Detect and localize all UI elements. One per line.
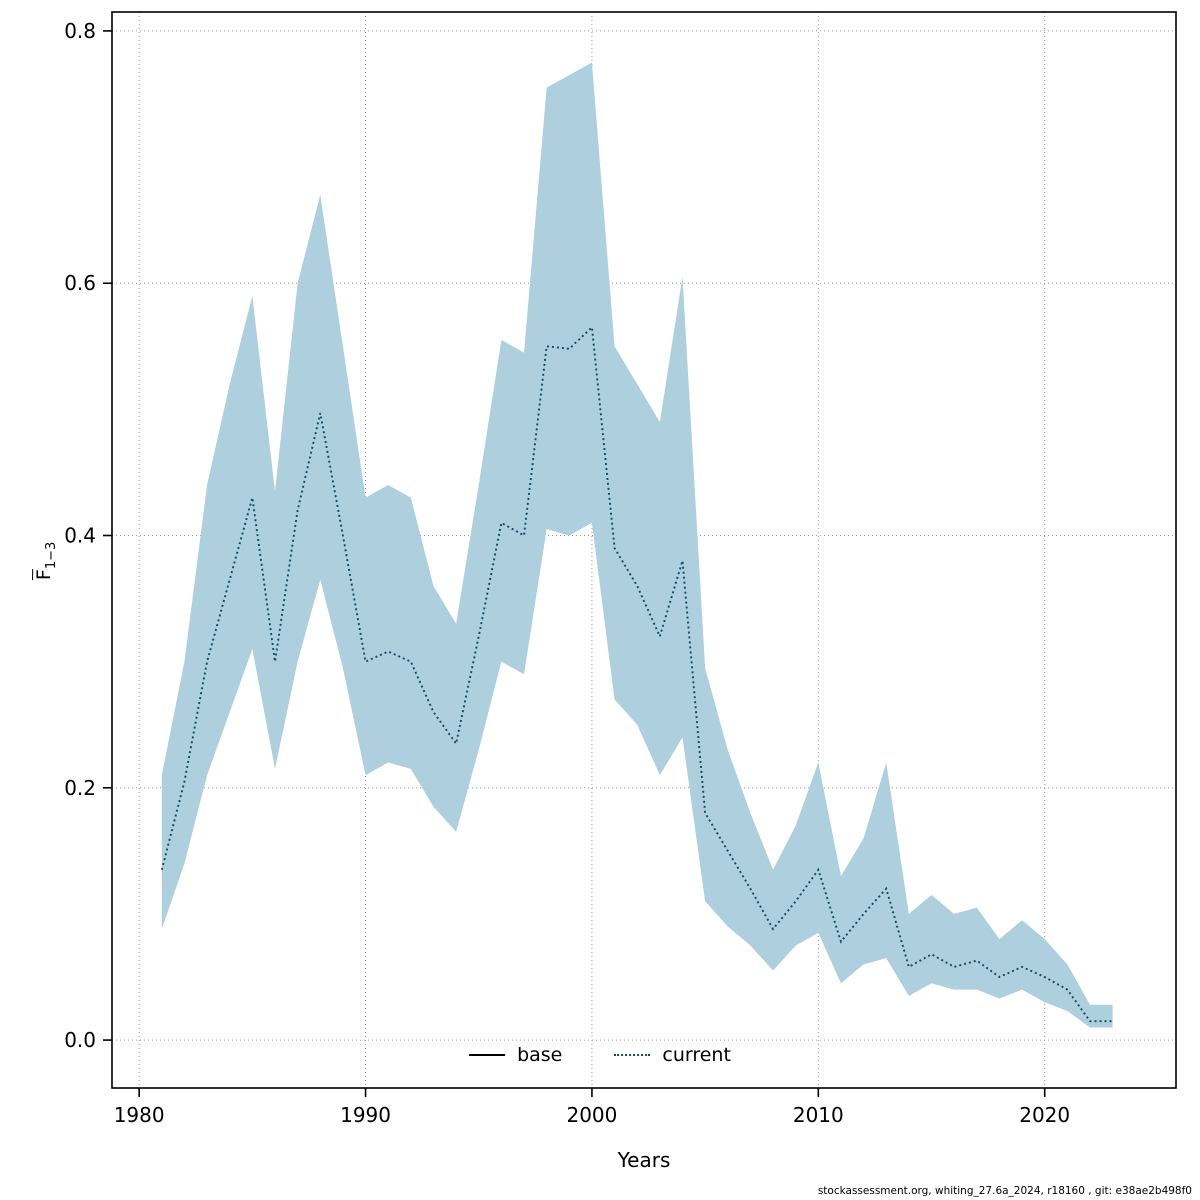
legend-label-current: current bbox=[662, 1044, 731, 1066]
svg-text:1990: 1990 bbox=[340, 1103, 391, 1127]
legend-label-base: base bbox=[517, 1044, 563, 1066]
svg-text:1980: 1980 bbox=[114, 1103, 165, 1127]
y-axis-label-main: F bbox=[33, 569, 56, 581]
svg-text:2010: 2010 bbox=[793, 1103, 844, 1127]
x-axis-label: Years bbox=[617, 1148, 671, 1172]
footer-attribution: stockassessment.org, whiting_27.6a_2024,… bbox=[817, 1185, 1192, 1197]
svg-text:0.2: 0.2 bbox=[64, 776, 96, 800]
svg-text:0.4: 0.4 bbox=[64, 523, 96, 547]
svg-text:0.0: 0.0 bbox=[64, 1028, 96, 1052]
y-axis-label-sub: 1−3 bbox=[43, 541, 59, 570]
legend-item-current: current bbox=[614, 1044, 731, 1066]
legend-swatch-current-line bbox=[614, 1054, 651, 1056]
legend-item-base: base bbox=[469, 1044, 562, 1066]
svg-text:2000: 2000 bbox=[566, 1103, 617, 1127]
y-axis-label: F1−3 bbox=[33, 501, 59, 621]
svg-text:0.6: 0.6 bbox=[64, 271, 96, 295]
legend-swatch-base-line bbox=[469, 1054, 506, 1056]
chart-legend: base current bbox=[469, 1044, 731, 1066]
svg-text:0.8: 0.8 bbox=[64, 19, 96, 43]
svg-text:2020: 2020 bbox=[1019, 1103, 1070, 1127]
